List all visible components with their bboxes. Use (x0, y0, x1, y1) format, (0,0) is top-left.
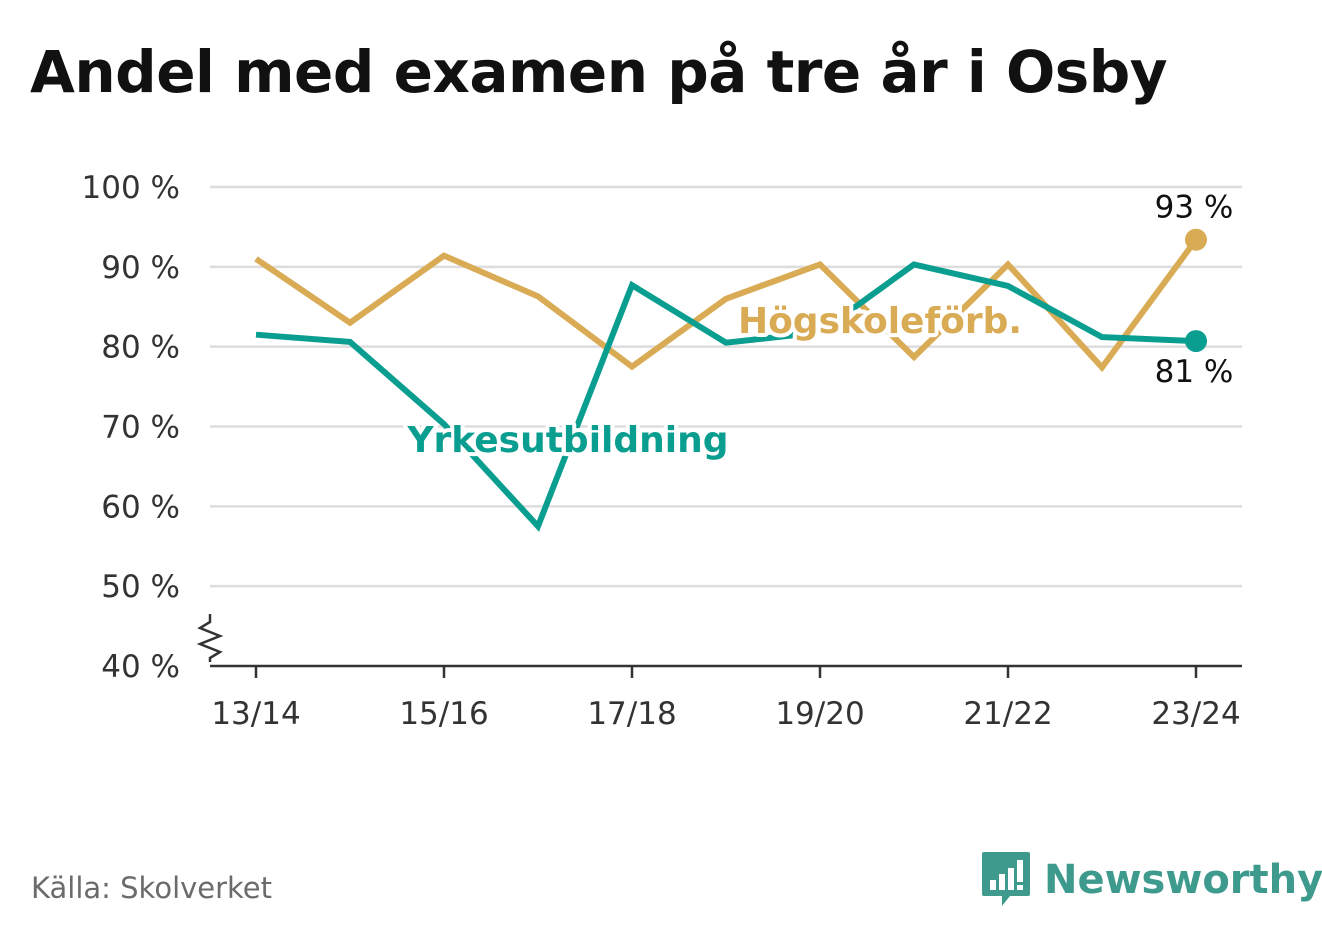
series-end-label-1: 81 % (1155, 354, 1234, 390)
x-tick-label: 21/22 (963, 696, 1052, 732)
y-tick-label: 90 % (101, 250, 180, 286)
chart-title: Andel med examen på tre år i Osby (30, 38, 1168, 106)
x-tick-label: 23/24 (1151, 696, 1240, 732)
y-tick-label: 50 % (101, 569, 180, 605)
y-axis-break-icon (196, 614, 224, 662)
series-end-point-1 (1185, 330, 1207, 353)
series-line-1 (255, 261, 1197, 532)
y-tick-label: 60 % (101, 489, 180, 525)
newsworthy-logo-icon (982, 852, 1030, 906)
x-tick-label: 15/16 (399, 696, 488, 732)
source-note: Källa: Skolverket (31, 871, 273, 905)
x-tick-label: 17/18 (587, 696, 676, 732)
y-tick-label: 100 % (82, 170, 180, 206)
y-tick-label: 70 % (101, 410, 180, 446)
x-tick-label: 19/20 (775, 696, 864, 732)
x-tick-label: 13/14 (211, 696, 300, 732)
y-tick-label: 40 % (101, 649, 180, 685)
brand-name: Newsworthy (1044, 857, 1322, 903)
series-label-0: Högskoleförb. (738, 301, 1022, 342)
series-end-label-0: 93 % (1155, 190, 1234, 226)
series-label-1: Yrkesutbildning (406, 420, 728, 461)
series-end-point-0 (1185, 228, 1207, 251)
y-tick-label: 80 % (101, 330, 180, 366)
brand-logo: Newsworthy (980, 850, 1322, 910)
series-line-0 (254, 237, 1199, 373)
